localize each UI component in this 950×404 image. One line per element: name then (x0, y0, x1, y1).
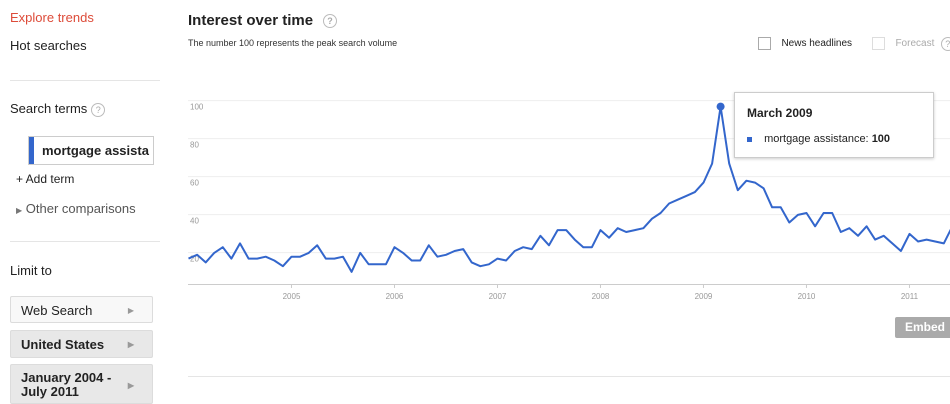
divider (188, 376, 950, 377)
peak-point (717, 103, 725, 111)
y-tick-label: 100 (190, 103, 204, 112)
x-axis-ticks: 2005 2006 2007 2008 2009 2010 2011 (283, 285, 919, 302)
tooltip-series: mortgage assistance: (764, 133, 869, 145)
x-tick-label: 2011 (901, 292, 919, 301)
tooltip-value: 100 (872, 133, 890, 145)
chart-tooltip: March 2009 mortgage assistance: 100 (734, 92, 934, 158)
x-tick-label: 2010 (798, 292, 816, 301)
y-tick-label: 60 (190, 179, 199, 188)
x-tick-label: 2009 (695, 292, 713, 301)
tooltip-date: March 2009 (747, 106, 812, 120)
y-tick-label: 80 (190, 141, 199, 150)
tooltip-row: mortgage assistance: 100 (747, 133, 890, 145)
series-marker (747, 137, 752, 142)
x-tick-label: 2008 (592, 292, 610, 301)
y-tick-label: 40 (190, 217, 199, 226)
x-tick-label: 2007 (489, 292, 507, 301)
embed-button[interactable]: Embed (895, 317, 950, 338)
x-tick-label: 2005 (283, 292, 301, 301)
x-tick-label: 2006 (386, 292, 404, 301)
